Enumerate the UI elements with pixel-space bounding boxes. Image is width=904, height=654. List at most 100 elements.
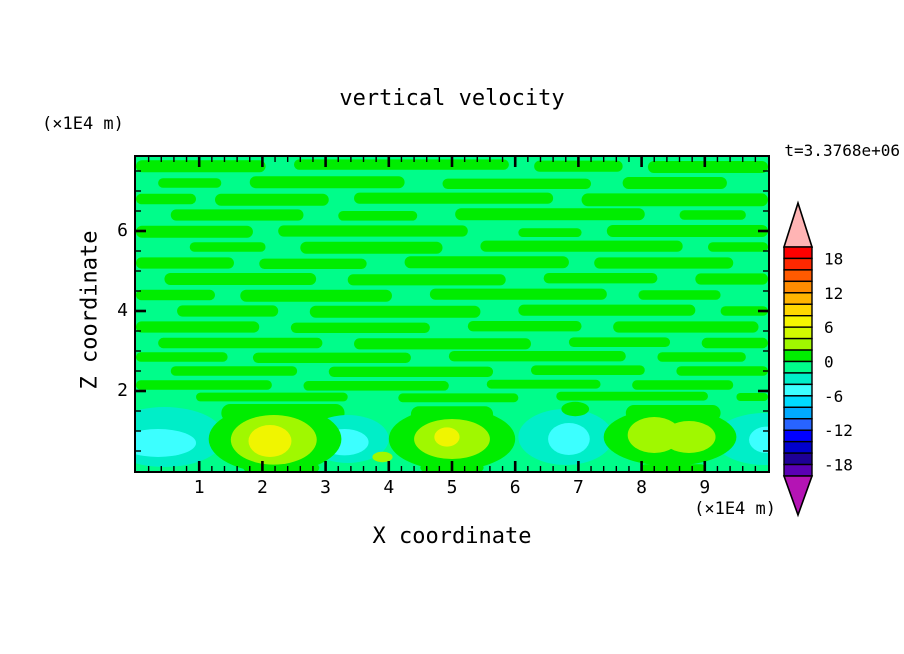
contour-stripe [720, 306, 768, 316]
contour-stripe [641, 464, 705, 471]
colorbar-segment [783, 440, 813, 454]
contour-stripe [556, 391, 708, 401]
contour-stripe [531, 365, 645, 375]
colorbar-arrow-down [782, 475, 814, 518]
contour-stripe [196, 392, 348, 402]
contour-stripe [328, 366, 494, 377]
contour-stripe [136, 289, 215, 301]
contour-stripe [136, 160, 266, 173]
contour-stripe [632, 380, 734, 390]
contour-stripe [568, 337, 671, 347]
colorbar-segment [783, 257, 813, 271]
contour-stripe [136, 257, 234, 269]
colorbar-segment [783, 314, 813, 328]
y-tick-label: 4 [117, 300, 128, 321]
colorbar-arrow-up [782, 200, 814, 248]
colorbar-segment [783, 372, 813, 386]
contour-stripe [676, 366, 768, 376]
contour-stripe [701, 337, 768, 349]
contour-blob-green [561, 401, 590, 417]
colorbar-segment [783, 349, 813, 363]
contour-stripe [455, 208, 645, 221]
contour-stripe [170, 209, 304, 221]
colorbar-tick-label: 12 [824, 284, 843, 303]
x-tick-label: 2 [256, 477, 268, 498]
contour-stripe [309, 305, 481, 318]
contour-stripe [300, 241, 443, 254]
colorbar-tick-label: 0 [824, 353, 834, 372]
contour-blob-cyan [136, 429, 197, 457]
x-tick-label: 1 [193, 477, 205, 498]
colorbar-segment [783, 463, 813, 477]
contour-stripe [290, 322, 430, 333]
x-tick-label: 7 [572, 477, 584, 498]
contour-blob-cyan [548, 423, 590, 455]
contour-stripe [486, 379, 601, 389]
x-tick-label: 4 [383, 477, 395, 498]
contour-stripe [158, 178, 222, 188]
contour-stripe [695, 273, 768, 285]
contour-blob-chartreuse [662, 421, 716, 453]
contour-stripe [606, 225, 768, 237]
contour-stripe [518, 228, 582, 237]
time-annotation: t=3.3768e+06 [784, 141, 900, 160]
contour-stripe [249, 176, 405, 189]
colorbar-segment [783, 383, 813, 397]
colorbar-segment [783, 452, 813, 466]
contour-stripe [581, 193, 768, 207]
contour-stripe [518, 304, 696, 316]
colorbar-segment [783, 246, 813, 260]
contour-stripe [177, 305, 279, 317]
contour-stripe [215, 193, 329, 206]
x-tick-label: 6 [509, 477, 521, 498]
colorbar-segment [783, 406, 813, 420]
contour-stripe [657, 352, 746, 362]
contour-stripe [136, 193, 197, 205]
contour-stripe [240, 289, 392, 302]
contour-stripe [347, 274, 506, 286]
contour-stripe [613, 321, 759, 333]
contour-blob-yellow [434, 427, 460, 447]
x-tick-label: 9 [699, 477, 711, 498]
colorbar: 18 12 6 0 -6 -12 -18 [782, 200, 853, 518]
y-tick-label: 6 [117, 220, 128, 241]
contour-stripe [398, 393, 519, 403]
contour-blob-cyan [749, 426, 768, 453]
contour-stripe [638, 290, 721, 300]
contour-stripe [429, 288, 607, 300]
contour-blob-chartreuse [372, 451, 393, 463]
contour-stripe [136, 380, 272, 390]
colorbar-segment [783, 418, 813, 431]
contour-stripe [467, 321, 582, 332]
contour-stripe [294, 159, 509, 170]
contour-stripe [278, 225, 468, 237]
colorbar-segment [783, 292, 813, 305]
contour-stripe [354, 338, 531, 350]
colorbar-segment [783, 360, 813, 374]
contour-stripe [679, 210, 746, 220]
contour-stripe [259, 258, 367, 269]
y-tick-label: 2 [117, 380, 128, 401]
contour-stripe [164, 273, 317, 285]
contour-stripe [136, 321, 260, 333]
contour-stripe [136, 225, 253, 238]
colorbar-segment [783, 337, 813, 351]
contour-stripe [442, 178, 592, 189]
colorbar-segment [783, 429, 813, 443]
contour-stripe [136, 352, 228, 362]
colorbar-tick-label: -18 [824, 456, 853, 475]
contour-stripe [448, 351, 626, 362]
x-axis-unit-label: (×1E4 m) [694, 499, 776, 519]
x-tick-label: 5 [446, 477, 458, 498]
colorbar-segment [783, 280, 813, 294]
contour-stripe [303, 381, 449, 391]
colorbar-segment [783, 269, 813, 283]
contour-stripe [354, 192, 554, 204]
x-axis-title: X coordinate [372, 524, 532, 549]
chart-title: vertical velocity [339, 86, 565, 111]
contour-stripe [404, 256, 569, 269]
contour-stripe [480, 240, 683, 252]
contour-stripe [338, 211, 418, 221]
contour-stripe [647, 161, 768, 173]
